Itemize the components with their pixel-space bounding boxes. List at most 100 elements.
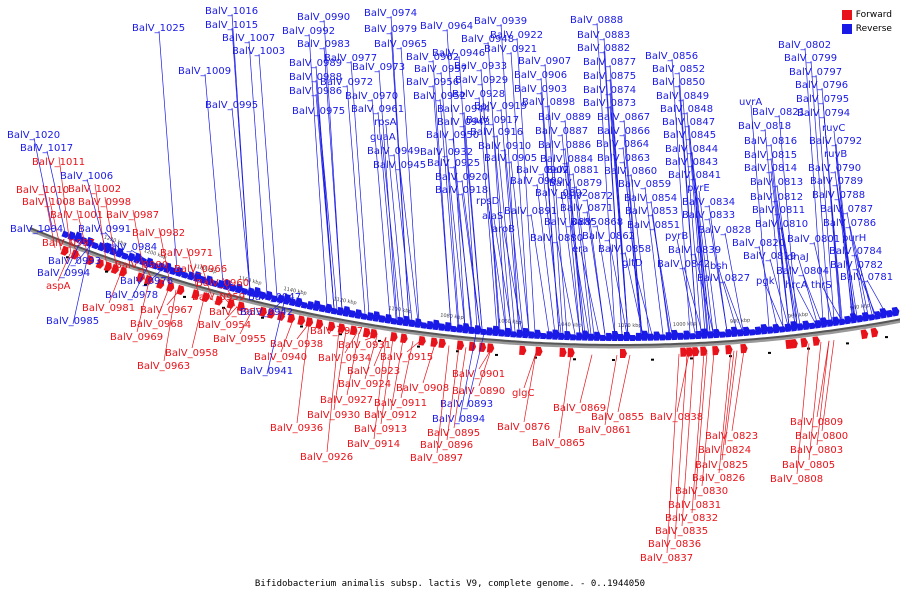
gene-label: BalV_0879 xyxy=(549,178,602,189)
gene-label: BalV_0945 xyxy=(373,160,426,171)
gene-label: BalV_0975 xyxy=(292,106,345,117)
forward-gene-arrow xyxy=(297,315,306,325)
gene-label: BalV_0848 xyxy=(660,104,713,115)
gene-label: BalV_0800 xyxy=(795,431,848,442)
gene-label: BalV_0993 xyxy=(48,256,101,267)
forward-gene-arrow xyxy=(740,344,748,354)
gene-label: BalV_0781 xyxy=(840,272,893,283)
gene-label: BalV_0831 xyxy=(668,500,721,511)
gene-label: BalV_0812 xyxy=(750,192,803,203)
gene-label: BalV_0995 xyxy=(205,100,258,111)
leader-line xyxy=(319,114,337,309)
forward-swatch xyxy=(842,10,852,20)
forward-gene-arrow xyxy=(363,328,371,338)
gene-label: BalV_0818 xyxy=(738,121,791,132)
leader-line xyxy=(618,355,630,412)
gene-label: BalV_0936 xyxy=(270,423,323,434)
gene-label: BalV_0987 xyxy=(106,210,159,221)
gene-label: BalV_1011 xyxy=(32,157,85,168)
leader-line xyxy=(559,354,571,438)
gene-label: BalV_0855 xyxy=(591,412,644,423)
gene-label: BalV_0947 xyxy=(248,292,301,303)
gene-label: BalV_0834 xyxy=(682,197,735,208)
gene-label: BalV_0960 xyxy=(196,278,249,289)
gene-label: BalV_0916 xyxy=(470,127,523,138)
gene-label: glgC xyxy=(512,388,534,399)
gene-label: BalV_1025 xyxy=(132,23,185,34)
gene-label: BalV_0927 xyxy=(320,395,373,406)
gene-label: BalV_0994 xyxy=(37,268,90,279)
gene-label: BalV_0801 xyxy=(787,234,840,245)
gene-label: BalV_0815 xyxy=(744,150,797,161)
gene-label: BalV_0858 xyxy=(598,244,651,255)
gene-label: BalV_1017 xyxy=(20,143,73,154)
gene-label: BalV_0907 xyxy=(518,56,571,67)
gene-label: pyrB xyxy=(665,231,688,242)
tick-label: 1040 kbp xyxy=(558,322,582,329)
forward-gene-arrow xyxy=(692,347,699,356)
gene-label: BalV_0973 xyxy=(352,62,405,73)
gene-label: BalV_0896 xyxy=(420,440,473,451)
gene-label: BalV_0889 xyxy=(538,112,591,123)
gene-label: BalV_0832 xyxy=(665,513,718,524)
gene-label: BalV_1007 xyxy=(222,33,275,44)
gene-label: BalV_0925 xyxy=(427,158,480,169)
gene-label: BalV_0931 xyxy=(338,340,391,351)
legend-forward: Forward xyxy=(842,8,892,22)
gene-label: gltD xyxy=(622,258,643,269)
leader-line xyxy=(232,28,250,290)
gene-label: BalV_0983 xyxy=(297,39,350,50)
leader-line xyxy=(423,344,435,383)
gene-marker xyxy=(768,352,771,354)
gene-label: BalV_0898 xyxy=(522,97,575,108)
gene-label: BalV_0917 xyxy=(466,115,519,126)
gene-label: BalV_0836 xyxy=(648,539,701,550)
gene-label: BalV_0816 xyxy=(744,136,797,147)
gene-label: BalV_0976 xyxy=(120,276,173,287)
gene-marker xyxy=(651,359,654,361)
gene-label: BalV_0877 xyxy=(583,57,636,68)
gene-label: BalV_0893 xyxy=(440,399,493,410)
leader-line xyxy=(732,350,744,431)
gene-marker xyxy=(300,325,303,327)
map-title: Bifidobacterium animalis subsp. lactis V… xyxy=(0,579,900,589)
gene-label: BalV_0852 xyxy=(652,64,705,75)
gene-label: BalV_0992 xyxy=(282,26,335,37)
forward-gene-arrow xyxy=(418,336,426,346)
leader-line xyxy=(587,211,605,335)
gene-label: BalV_0826 xyxy=(692,473,745,484)
forward-gene-arrow xyxy=(519,346,527,355)
gene-label: BalV_0867 xyxy=(597,112,650,123)
gene-marker xyxy=(885,336,888,338)
gene-label: BalV_1015 xyxy=(205,20,258,31)
gene-label: hrcA xyxy=(785,280,808,291)
gene-label: BalV_0784 xyxy=(829,246,882,257)
forward-gene-arrow xyxy=(861,329,869,339)
gene-label: BalV_0926 xyxy=(300,452,353,463)
gene-label: BalV_0853 xyxy=(625,206,678,217)
gene-label: BalV_1020 xyxy=(7,130,60,141)
gene-label: BalV_0986 xyxy=(289,86,342,97)
gene-label: BalV_0860 xyxy=(604,166,657,177)
gene-label: BalV_0861 xyxy=(578,425,631,436)
gene-label: BalV_0837 xyxy=(640,553,693,564)
leader-line xyxy=(401,47,419,322)
gene-label: BalV_0825 xyxy=(695,460,748,471)
gene-label: BalV_0969 xyxy=(110,332,163,343)
leader-line xyxy=(249,41,267,294)
gene-label: BalV_0876 xyxy=(497,422,550,433)
legend-reverse-label: Reverse xyxy=(856,24,892,34)
gene-label: BalV_0932 xyxy=(420,147,473,158)
gene-label: BalV_0810 xyxy=(755,219,808,230)
gene-label: BalV_1009 xyxy=(178,66,231,77)
gene-label: BalV_0912 xyxy=(364,410,417,421)
leader-line xyxy=(817,341,829,417)
gene-label: BalV_0887 xyxy=(535,126,588,137)
gene-marker xyxy=(105,271,108,273)
gene-label: BalV_0946 xyxy=(432,48,485,59)
gene-label: BalV_0949 xyxy=(367,146,420,157)
gene-label: BalV_0808 xyxy=(770,474,823,485)
gene-label: BalV_0963 xyxy=(137,361,190,372)
